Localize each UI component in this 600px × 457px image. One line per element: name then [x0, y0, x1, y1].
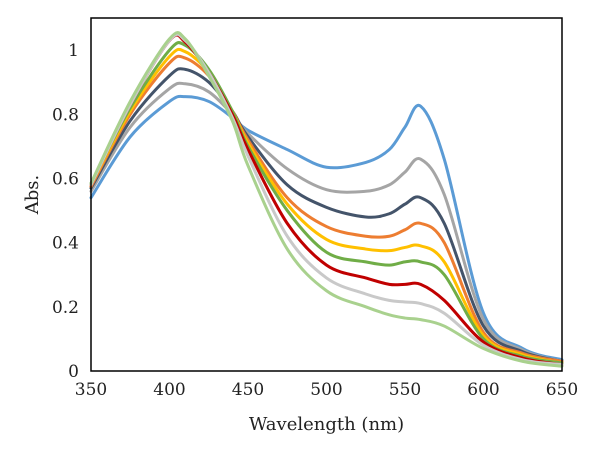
- x-tick-label: 400: [153, 380, 185, 400]
- y-tick-label: 0: [68, 362, 79, 382]
- series-line-5: [89, 47, 564, 365]
- y-tick-label: 0.8: [52, 105, 79, 125]
- series-line-4: [89, 54, 564, 363]
- y-tick-label: 0.2: [52, 298, 79, 318]
- y-axis-label: Abs.: [22, 175, 43, 215]
- series-line-6: [89, 41, 564, 365]
- y-tick-label: 1: [68, 41, 79, 61]
- axis-ticks: 350 400 450 500 550 600 650 0 0.2 0.4 0.6 0.8 1: [52, 41, 578, 400]
- series-line-1: [89, 94, 564, 362]
- series-line-3: [89, 67, 564, 363]
- x-tick-label: 650: [546, 380, 578, 400]
- x-axis-label: Wavelength (nm): [249, 414, 404, 435]
- series-line-2: [89, 81, 564, 363]
- y-tick-label: 0.6: [52, 169, 79, 189]
- plot-area-frame: [90, 17, 563, 372]
- series-line-8: [89, 32, 564, 367]
- x-tick-label: 550: [389, 380, 421, 400]
- x-tick-label: 350: [75, 380, 107, 400]
- x-tick-label: 500: [310, 380, 342, 400]
- series-layer: [89, 31, 564, 368]
- x-tick-label: 450: [232, 380, 264, 400]
- series-line-9: [89, 31, 564, 368]
- y-tick-label: 0.4: [52, 234, 79, 254]
- x-tick-label: 600: [467, 380, 499, 400]
